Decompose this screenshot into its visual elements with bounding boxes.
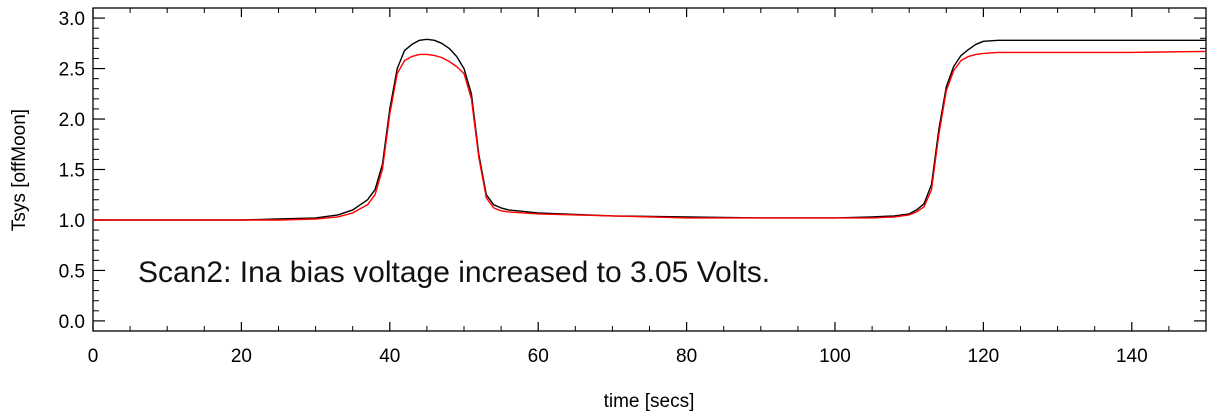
series-layer bbox=[93, 38, 1207, 221]
x-tick-label: 60 bbox=[528, 346, 549, 367]
y-axis-title: Tsys [offMoon] bbox=[9, 109, 30, 231]
scan-annotation: Scan2: Ina bias voltage increased to 3.0… bbox=[138, 256, 770, 289]
x-tick-label: 120 bbox=[968, 346, 1000, 367]
y-tick-label: 3.0 bbox=[59, 9, 85, 30]
y-tick-label: 2.0 bbox=[59, 110, 85, 131]
x-tick-label: 80 bbox=[676, 346, 697, 367]
x-tick-label: 140 bbox=[1116, 346, 1148, 367]
x-tick-label: 40 bbox=[379, 346, 400, 367]
y-tick-label: 0.5 bbox=[59, 261, 85, 282]
x-axis-title: time [secs] bbox=[604, 391, 695, 412]
tick-labels: 0 20 40 60 80 100 120 140 0.0 0.5 1.0 1.5 2.0 2.5 3.0 bbox=[59, 9, 1148, 367]
y-tick-label: 1.5 bbox=[59, 161, 85, 182]
x-tick-label: 0 bbox=[88, 346, 99, 367]
y-tick-label: 0.0 bbox=[59, 312, 85, 333]
tick-marks bbox=[92, 8, 1207, 331]
series-line-black bbox=[93, 38, 1206, 221]
x-tick-label: 20 bbox=[231, 346, 252, 367]
series-line-red bbox=[93, 50, 1207, 221]
y-tick-label: 2.5 bbox=[59, 60, 85, 81]
x-tick-label: 100 bbox=[819, 346, 851, 367]
y-tick-label: 1.0 bbox=[59, 211, 85, 232]
